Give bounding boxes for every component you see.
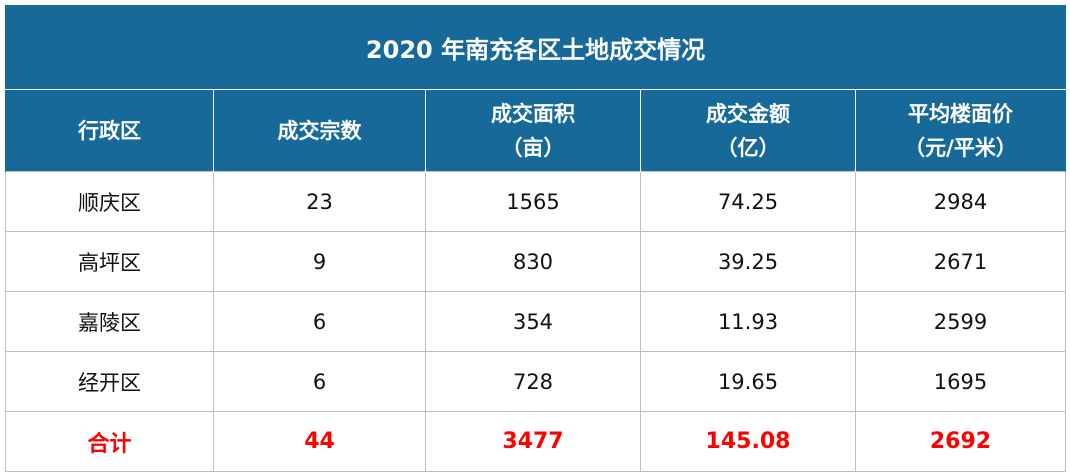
data-row: 高坪区 9 830 39.25 2671 xyxy=(5,231,1066,292)
data-cell: 11.93 xyxy=(640,291,856,352)
header-text: 平均楼面价 xyxy=(908,101,1013,126)
total-cell: 3477 xyxy=(425,411,641,472)
total-row: 合计 44 3477 145.08 2692 xyxy=(5,411,1066,472)
total-cell: 2692 xyxy=(855,411,1066,472)
data-cell: 39.25 xyxy=(640,231,856,292)
data-cell: 728 xyxy=(425,351,641,412)
header-cell: 平均楼面价 （元/平米） xyxy=(855,89,1066,172)
data-cell: 顺庆区 xyxy=(5,171,214,232)
data-cell: 2671 xyxy=(855,231,1066,292)
title-row: 2020 年南充各区土地成交情况 xyxy=(5,5,1066,90)
land-table: 2020 年南充各区土地成交情况 行政区 成交宗数 成交面积 （亩） 成交金额 （亿） 平均… xyxy=(5,5,1066,472)
header-text: （亩） xyxy=(501,135,565,160)
data-row: 嘉陵区 6 354 11.93 2599 xyxy=(5,291,1066,352)
data-row: 经开区 6 728 19.65 1695 xyxy=(5,351,1066,412)
header-text: 成交面积 xyxy=(491,101,575,126)
total-cell: 44 xyxy=(213,411,426,472)
data-cell: 74.25 xyxy=(640,171,856,232)
table-container: 2020 年南充各区土地成交情况 行政区 成交宗数 成交面积 （亩） 成交金额 （亿） 平均… xyxy=(5,5,1066,472)
data-cell: 经开区 xyxy=(5,351,214,412)
data-cell: 2599 xyxy=(855,291,1066,352)
data-cell: 19.65 xyxy=(640,351,856,412)
data-cell: 2984 xyxy=(855,171,1066,232)
data-cell: 6 xyxy=(213,351,426,412)
header-cell: 成交宗数 xyxy=(213,89,426,172)
header-cell: 行政区 xyxy=(5,89,214,172)
header-text: 行政区 xyxy=(78,118,141,143)
table-body: 2020 年南充各区土地成交情况 行政区 成交宗数 成交面积 （亩） 成交金额 （亿） 平均… xyxy=(5,5,1066,472)
header-row: 行政区 成交宗数 成交面积 （亩） 成交金额 （亿） 平均楼面价 （元/平米） xyxy=(5,89,1066,172)
header-cell: 成交面积 （亩） xyxy=(425,89,641,172)
data-cell: 高坪区 xyxy=(5,231,214,292)
data-cell: 1695 xyxy=(855,351,1066,412)
table-title: 2020 年南充各区土地成交情况 xyxy=(5,5,1066,90)
header-text: 成交金额 xyxy=(706,101,790,126)
data-cell: 830 xyxy=(425,231,641,292)
header-text: （元/平米） xyxy=(904,135,1017,160)
data-cell: 6 xyxy=(213,291,426,352)
header-text: （亿） xyxy=(716,135,780,160)
data-cell: 9 xyxy=(213,231,426,292)
total-cell: 合计 xyxy=(5,411,214,472)
data-cell: 354 xyxy=(425,291,641,352)
total-cell: 145.08 xyxy=(640,411,856,472)
header-cell: 成交金额 （亿） xyxy=(640,89,856,172)
data-cell: 嘉陵区 xyxy=(5,291,214,352)
data-cell: 23 xyxy=(213,171,426,232)
data-row: 顺庆区 23 1565 74.25 2984 xyxy=(5,171,1066,232)
data-cell: 1565 xyxy=(425,171,641,232)
header-text: 成交宗数 xyxy=(277,118,362,143)
